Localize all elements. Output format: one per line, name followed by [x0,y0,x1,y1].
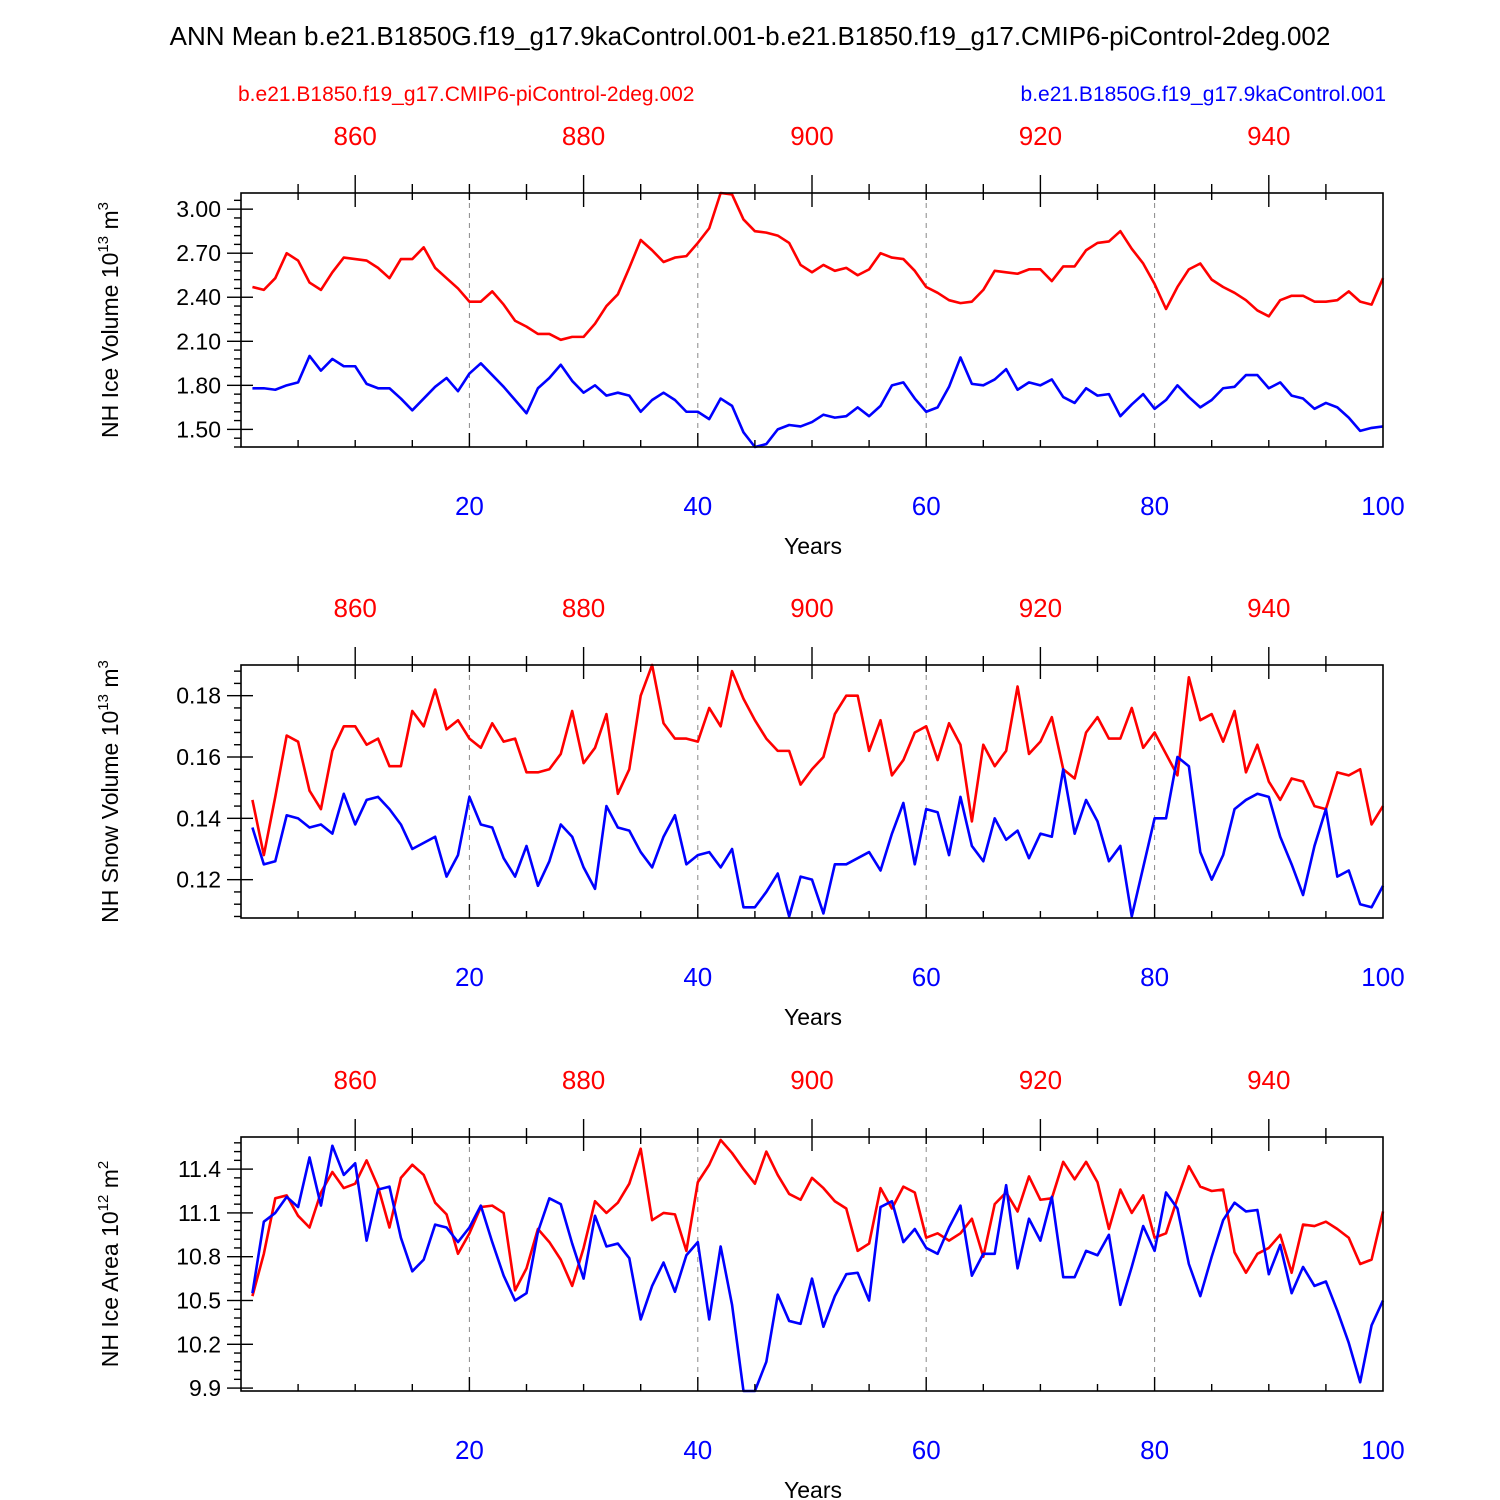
x-tick-label-top: 880 [562,121,605,151]
x-tick-label-top: 920 [1019,593,1062,623]
x-tick-label-bottom: 100 [1361,962,1404,992]
y-tick-label: 2.40 [176,284,221,310]
legend-red-label: b.e21.B1850.f19_g17.CMIP6-piControl-2deg… [238,83,694,106]
y-axis-label-unit-exponent: 2 [95,1161,112,1169]
plot-frame [240,1136,1384,1392]
x-tick-label-bottom: 40 [683,491,712,521]
y-tick-label: 10.8 [176,1244,221,1270]
y-axis-label-unit: m [97,1169,123,1195]
x-tick-label-top: 880 [562,1065,605,1095]
x-tick-label-bottom: 80 [1140,962,1169,992]
y-tick-label: 0.14 [176,805,221,831]
series-line-red [251,663,1385,857]
x-tick-label-top: 940 [1247,1065,1290,1095]
x-tick-label-top: 940 [1247,121,1290,151]
x-tick-label-top: 900 [790,593,833,623]
x-tick-label-bottom: 20 [455,1435,484,1465]
x-tick-label-top: 940 [1247,593,1290,623]
y-tick-label: 11.4 [178,1156,221,1182]
series-line-blue [251,1144,1385,1393]
x-tick-label-top: 920 [1019,1065,1062,1095]
y-tick-label: 0.16 [176,744,221,770]
x-tick-label-top: 860 [334,1065,377,1095]
y-axis-label-exponent: 13 [95,694,112,711]
y-tick-label: 2.70 [176,240,221,266]
series-line-blue [252,354,1384,449]
y-axis-label: NH Snow Volume 1013 m3 [95,660,123,923]
y-tick-label: 9.9 [189,1375,221,1401]
y-tick-label: 0.12 [176,867,221,893]
y-axis-label-text: NH Ice Volume 10 [97,253,123,438]
x-tick-label-bottom: 100 [1361,1435,1404,1465]
y-axis-label-unit: m [97,668,123,694]
y-tick-label: 11.1 [178,1200,221,1226]
y-tick-label: 2.10 [176,328,221,354]
y-axis-label: NH Ice Area 1012 m2 [95,1161,123,1368]
x-tick-label-top: 900 [790,121,833,151]
y-tick-label: 1.80 [176,372,221,398]
x-axis-label: Years [784,1004,842,1030]
y-tick-label: 10.5 [176,1287,221,1313]
y-axis-label: NH Ice Volume 1013 m3 [95,202,123,438]
x-tick-label-bottom: 20 [455,962,484,992]
y-tick-label: 1.50 [176,416,221,442]
y-axis-label-unit-exponent: 3 [95,202,112,210]
x-tick-label-top: 880 [562,593,605,623]
y-tick-label: 0.18 [176,683,221,709]
panel-ice-area: 20 40 60 80 100 860 880 900 920 940 9.9 10.2 10.5 10.… [95,1065,1405,1500]
y-axis-label-unit: m [97,210,123,236]
y-axis-label-unit-exponent: 3 [95,660,112,668]
x-tick-label-bottom: 40 [683,962,712,992]
x-tick-label-bottom: 40 [683,1435,712,1465]
x-tick-label-bottom: 60 [912,491,941,521]
y-tick-label: 10.2 [176,1331,221,1357]
series-line-red [251,1138,1385,1297]
y-axis-label-text: NH Snow Volume 10 [97,711,123,923]
series-line-blue [251,755,1385,918]
panel-ice-volume: 20 40 60 80 100 860 880 900 920 940 1.50 1.80 2.10 2.… [95,121,1405,559]
y-axis-label-exponent: 12 [95,1195,112,1212]
x-tick-label-bottom: 60 [912,1435,941,1465]
figure-title: ANN Mean b.e21.B1850G.f19_g17.9kaControl… [170,21,1331,51]
panel-snow-volume: 20 40 60 80 100 860 880 900 920 940 0.12 0.14 0.16 0.… [95,593,1405,1030]
legend-blue-label: b.e21.B1850G.f19_g17.9kaControl.001 [1021,83,1386,106]
series-line-red [252,191,1385,342]
y-axis-label-exponent: 13 [95,236,112,253]
y-axis-label-text: NH Ice Area 10 [97,1211,123,1367]
x-tick-label-top: 860 [334,593,377,623]
x-tick-label-top: 860 [334,121,377,151]
x-tick-label-bottom: 80 [1140,1435,1169,1465]
x-tick-label-bottom: 60 [912,962,941,992]
x-tick-label-top: 920 [1019,121,1062,151]
x-axis-label: Years [784,1477,842,1500]
x-tick-label-bottom: 20 [455,491,484,521]
y-tick-label: 3.00 [176,196,221,222]
x-tick-label-bottom: 100 [1361,491,1404,521]
x-axis-label: Years [784,533,842,559]
x-tick-label-bottom: 80 [1140,491,1169,521]
x-tick-label-top: 900 [790,1065,833,1095]
